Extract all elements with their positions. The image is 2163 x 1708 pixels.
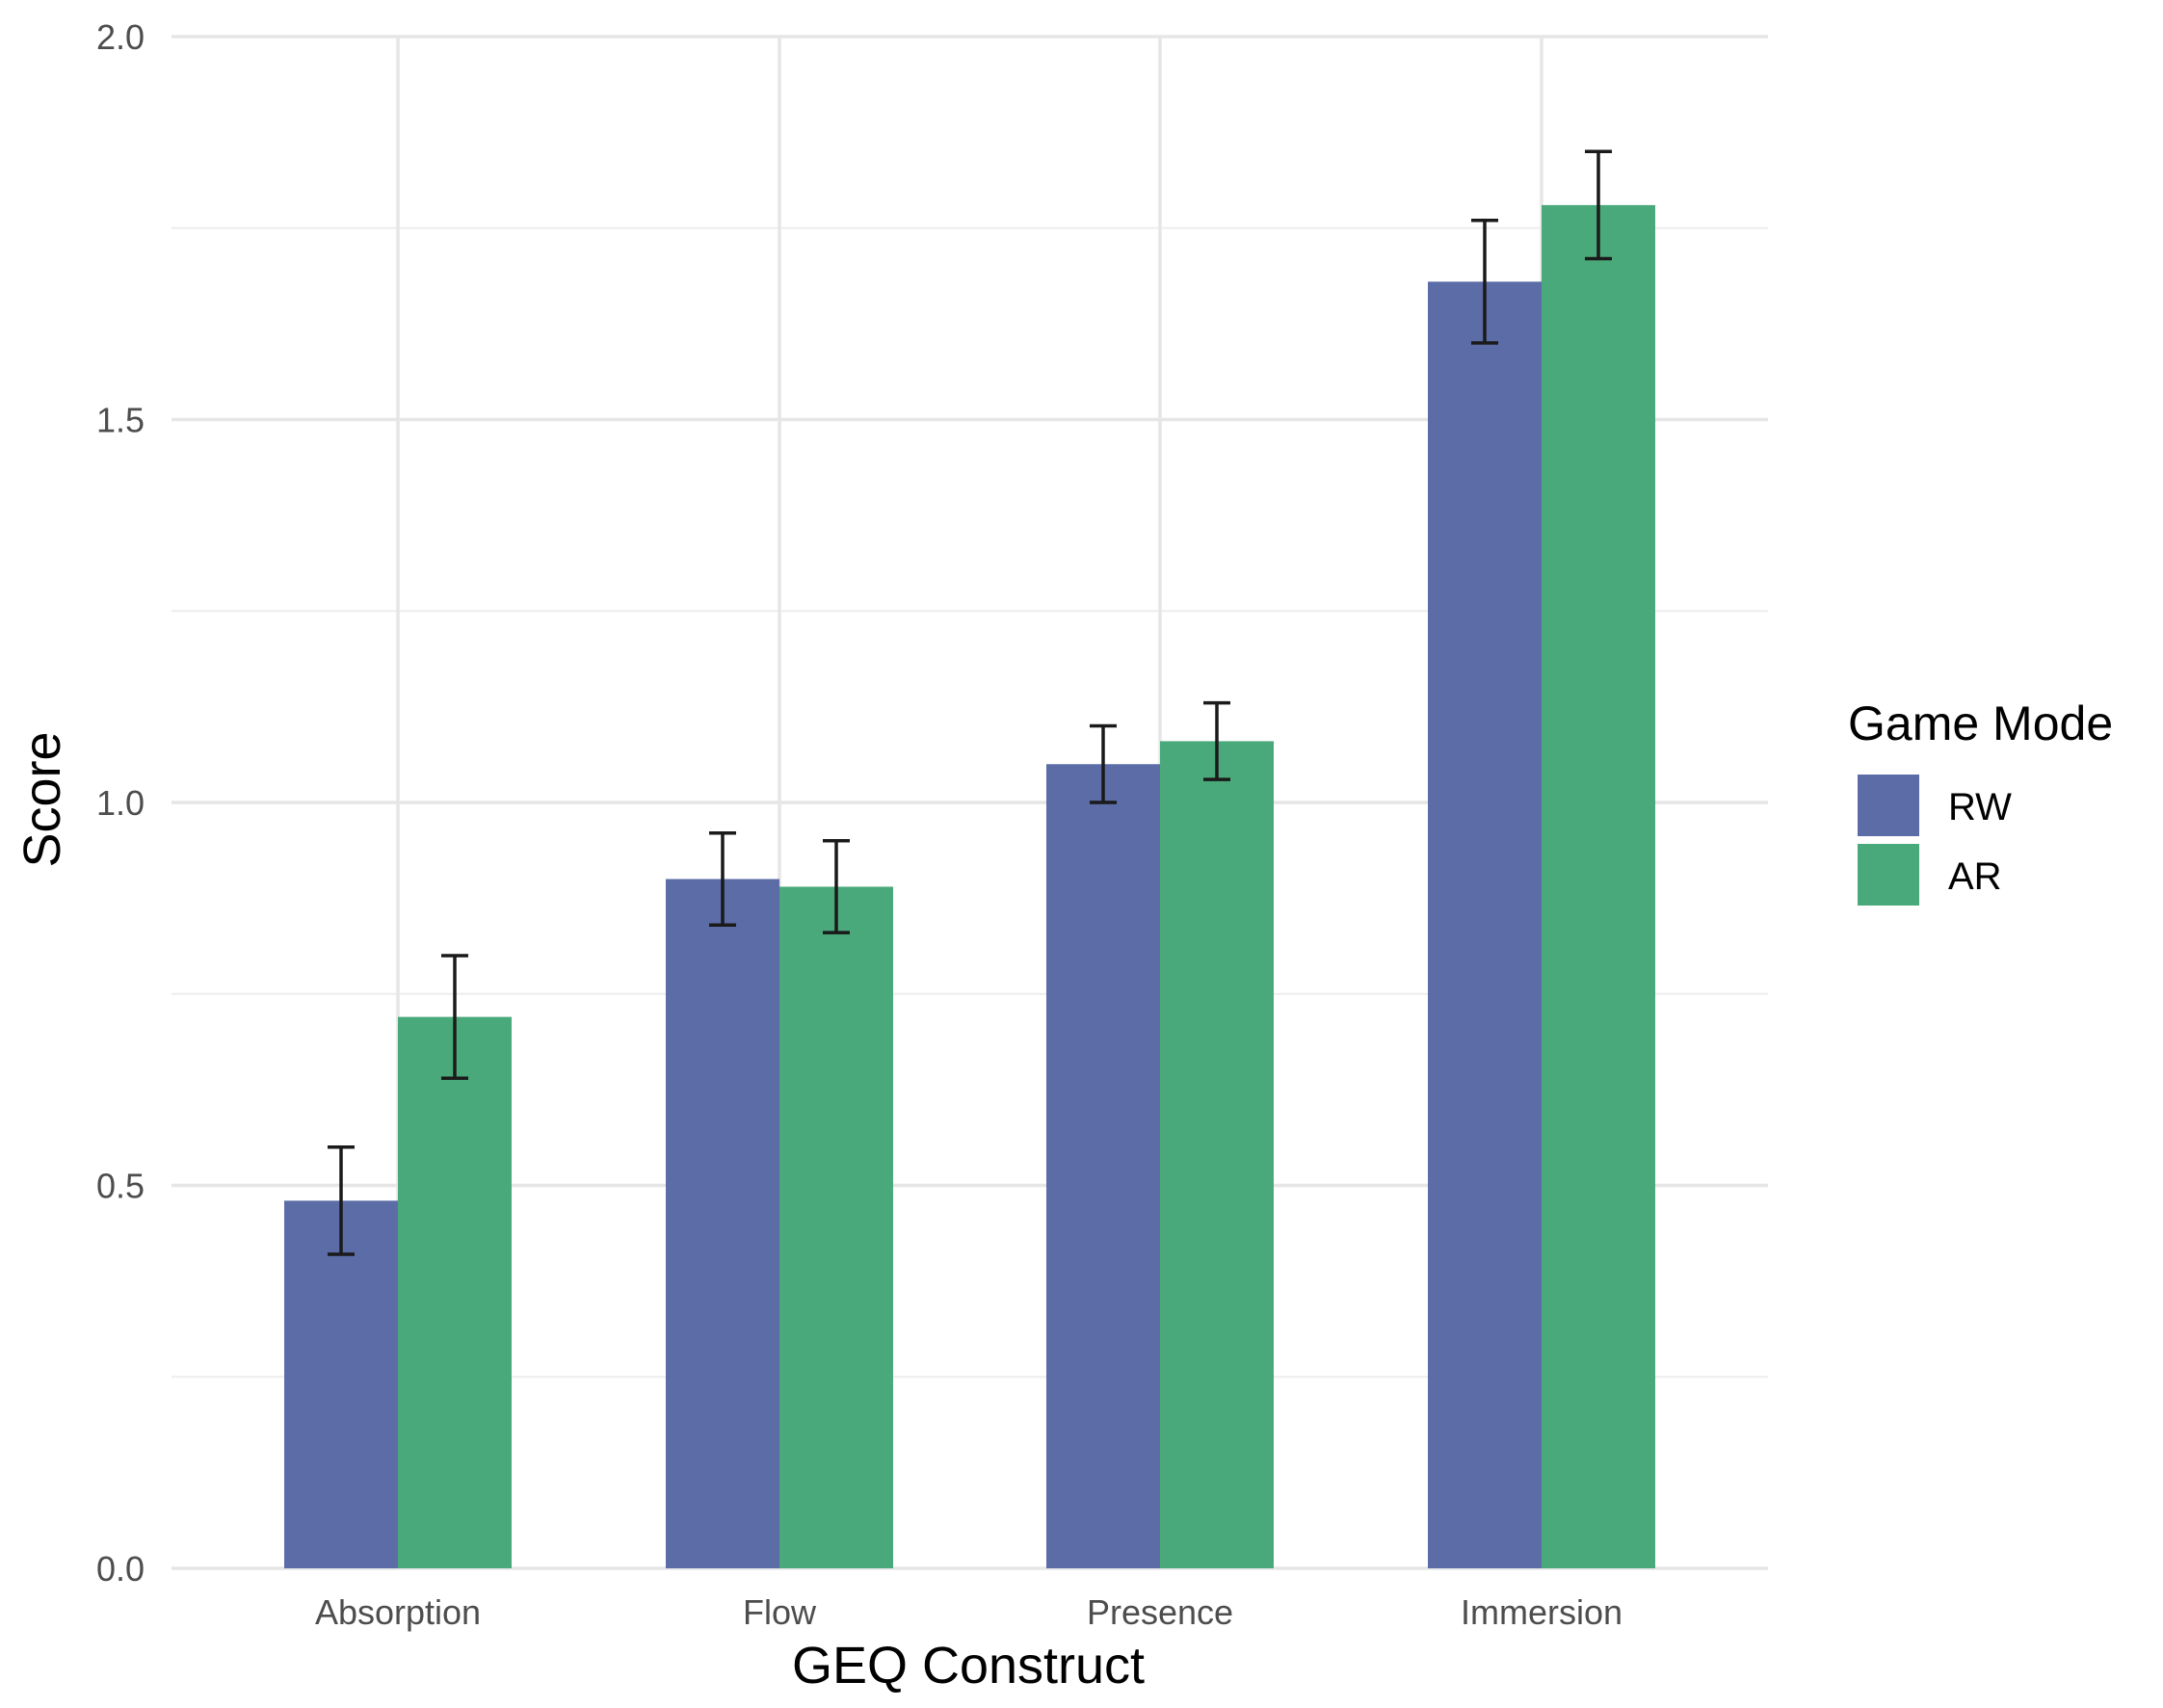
bar-rw-presence (1046, 764, 1160, 1568)
error-bar-rw-absorption (328, 1145, 355, 1256)
legend-item-ar: AR (1858, 844, 2002, 906)
bar-ar-presence (1160, 741, 1274, 1568)
x-tick-label-flow: Flow (743, 1592, 817, 1632)
x-axis-ticks: Absorption Flow Presence Immersion (315, 1592, 1622, 1632)
y-tick-label: 0.5 (96, 1167, 145, 1206)
legend-item-rw: RW (1858, 775, 2012, 836)
y-tick-label: 1.5 (96, 401, 145, 440)
error-bar-rw-flow (709, 831, 736, 927)
y-axis-title: Score (13, 731, 71, 867)
legend-key-ar (1858, 844, 1919, 906)
y-tick-label: 2.0 (96, 17, 145, 57)
bar-ar-immersion (1542, 204, 1655, 1568)
bar-rw-absorption (284, 1200, 398, 1568)
x-tick-label-absorption: Absorption (315, 1592, 481, 1632)
y-tick-label: 0.0 (96, 1549, 145, 1589)
bar-ar-flow (779, 886, 893, 1568)
bar-rw-flow (666, 879, 779, 1568)
legend: Game Mode RW AR (1848, 696, 2113, 906)
bar-rw-immersion (1428, 281, 1542, 1568)
legend-label-ar: AR (1948, 855, 2002, 898)
legend-title: Game Mode (1848, 696, 2113, 750)
error-bar-ar-absorption (441, 954, 468, 1080)
error-bar-rw-immersion (1471, 219, 1498, 345)
error-bar-ar-presence (1203, 700, 1230, 781)
bar-ar-absorption (398, 1016, 512, 1568)
y-axis-ticks: 0.0 0.5 1.0 1.5 2.0 (96, 17, 145, 1589)
error-bar-ar-immersion (1585, 149, 1612, 261)
legend-key-rw (1858, 775, 1919, 836)
error-bars (328, 149, 1612, 1256)
x-axis-title: GEQ Construct (792, 1637, 1145, 1695)
bars (284, 204, 1655, 1568)
y-tick-label: 1.0 (96, 783, 145, 823)
error-bar-rw-presence (1090, 723, 1117, 804)
x-tick-label-presence: Presence (1087, 1592, 1233, 1632)
x-tick-label-immersion: Immersion (1461, 1592, 1622, 1632)
error-bar-ar-flow (823, 839, 850, 934)
legend-items: RW AR (1858, 775, 2012, 906)
legend-label-rw: RW (1948, 786, 2012, 828)
